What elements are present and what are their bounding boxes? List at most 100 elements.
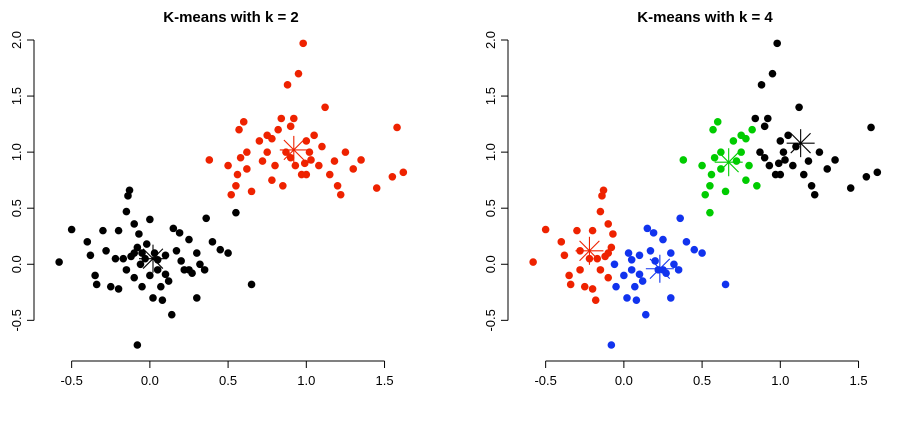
data-point: [232, 181, 240, 190]
data-point: [862, 173, 871, 181]
panel-k2: K-means with k = 2 -0.5 0.0 0.5 1.0 1.5 -0.5 0…: [9, 9, 408, 388]
data-point: [130, 220, 139, 228]
data-point: [268, 176, 276, 184]
data-point: [289, 114, 298, 123]
data-point: [310, 131, 318, 140]
data-point: [732, 157, 741, 165]
data-point: [717, 148, 725, 156]
data-point: [760, 153, 769, 162]
data-point: [560, 251, 569, 260]
data-point: [604, 249, 613, 257]
data-point: [604, 273, 613, 282]
data-point: [612, 282, 620, 291]
data-point: [643, 224, 652, 233]
data-point: [599, 186, 608, 195]
data-point: [706, 208, 714, 217]
data-point: [566, 280, 575, 289]
data-point: [136, 260, 145, 269]
cluster-center: [645, 254, 674, 283]
data-point: [299, 39, 307, 48]
data-point: [588, 226, 597, 235]
y-tick-label: 1.0: [483, 143, 498, 161]
data-point: [638, 277, 647, 285]
data-point: [679, 156, 688, 164]
data-point: [263, 148, 272, 156]
data-point: [315, 161, 323, 170]
y-tick-label: 0.5: [9, 199, 24, 217]
data-point: [233, 170, 242, 179]
data-point: [239, 118, 248, 126]
data-point: [604, 220, 613, 228]
data-point: [807, 181, 816, 190]
data-point: [393, 123, 401, 132]
data-point: [607, 243, 616, 252]
data-point: [300, 159, 309, 168]
data-point: [232, 208, 240, 217]
panel-k4: K-means with k = 4 -0.5 0.0 0.5 1.0 1.5 -0.5 0…: [483, 9, 882, 388]
data-point: [277, 114, 286, 123]
data-point: [753, 181, 761, 190]
data-point: [631, 282, 639, 291]
data-point: [283, 81, 292, 89]
x-tick-label: 0.5: [219, 373, 237, 388]
data-point: [627, 266, 636, 274]
data-point: [760, 122, 769, 131]
y-tick-label: 1.0: [9, 143, 24, 161]
data-point: [157, 282, 165, 291]
data-point: [255, 137, 264, 145]
data-point: [196, 260, 204, 269]
data-point: [713, 118, 722, 126]
data-point: [748, 125, 756, 134]
data-point: [635, 251, 644, 260]
x-tick-label: 0.0: [141, 373, 159, 388]
data-point: [757, 81, 766, 89]
data-point: [641, 310, 650, 319]
data-point: [318, 142, 326, 151]
data-point: [208, 238, 217, 246]
y-tick-label: -0.5: [9, 309, 24, 331]
data-point: [235, 125, 243, 134]
scatter-points: [529, 39, 882, 349]
data-point: [831, 156, 839, 164]
data-point: [873, 168, 882, 177]
y-tick-label: 0.5: [483, 199, 498, 217]
data-point: [867, 123, 875, 132]
data-point: [336, 190, 345, 199]
data-point: [667, 249, 675, 257]
data-point: [125, 186, 134, 195]
data-point: [349, 165, 358, 173]
data-point: [258, 157, 267, 165]
axes: -0.5 0.0 0.5 1.0 1.5 -0.5 0.0 0.5 1.0 1.5 2.0: [9, 31, 394, 388]
data-point: [122, 207, 131, 216]
data-point: [765, 161, 774, 170]
data-point: [106, 282, 115, 291]
data-point: [573, 226, 581, 235]
data-point: [670, 260, 678, 269]
x-tick-label: -0.5: [60, 373, 82, 388]
data-point: [707, 170, 716, 179]
data-point: [130, 249, 139, 257]
data-point: [698, 249, 706, 257]
data-point: [138, 249, 146, 257]
data-point: [341, 148, 350, 156]
data-point: [588, 285, 597, 293]
data-point: [717, 165, 725, 173]
data-point: [773, 39, 781, 48]
data-point: [164, 277, 173, 285]
data-point: [133, 243, 142, 252]
y-tick-label: 0.0: [9, 255, 24, 273]
data-point: [742, 134, 750, 143]
cluster-center: [138, 244, 167, 273]
data-point: [247, 187, 256, 196]
data-point: [609, 230, 617, 238]
y-tick-label: 2.0: [483, 31, 498, 49]
data-point: [682, 238, 691, 246]
data-point: [142, 240, 151, 248]
data-point: [130, 273, 139, 282]
data-point: [243, 148, 251, 156]
data-point: [325, 170, 334, 179]
data-point: [146, 215, 154, 224]
data-point: [607, 341, 616, 349]
x-tick-label: -0.5: [534, 373, 556, 388]
